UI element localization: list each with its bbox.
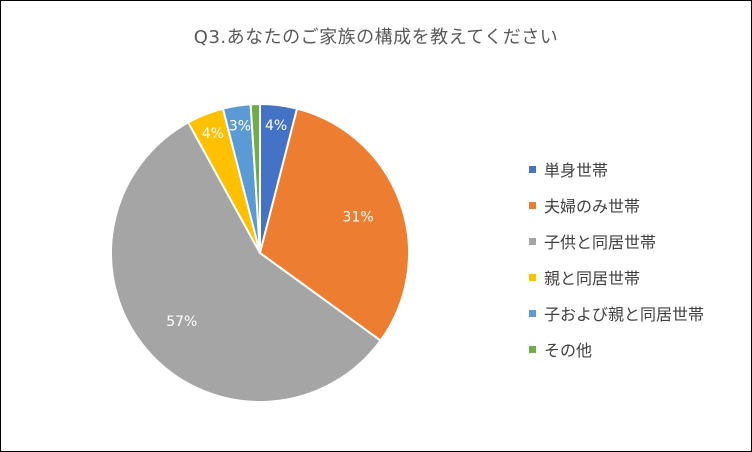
pie-slice-3	[110, 121, 382, 403]
chart-legend: 単身世帯夫婦のみ世帯 子供と同居世帯 親と同居世帯子および親と同居世帯 その他	[529, 151, 704, 367]
legend-swatch-6	[529, 345, 536, 353]
legend-label-2: 夫婦のみ世帯	[544, 197, 641, 216]
legend-label-6: その他	[544, 341, 593, 360]
legend-swatch-4	[529, 273, 536, 281]
legend-label-1: 単身世帯	[544, 161, 609, 180]
data-label-2: 31%	[343, 210, 374, 226]
legend-label-5: 子および親と同居世帯	[544, 305, 705, 324]
legend-label-4: 親と同居世帯	[544, 269, 641, 288]
data-label-4: 4%	[202, 126, 224, 142]
legend-item-1: 単身世帯	[529, 151, 704, 187]
data-label-5: 3%	[229, 118, 251, 134]
legend-item-4: 親と同居世帯	[529, 259, 704, 295]
legend-item-2: 夫婦のみ世帯	[529, 187, 704, 223]
legend-item-6: その他	[529, 331, 704, 367]
legend-swatch-5	[529, 309, 536, 317]
legend-label-3: 子供と同居世帯	[544, 233, 657, 252]
pie-slice-2	[258, 107, 410, 342]
data-label-1: 4%	[265, 118, 287, 134]
legend-swatch-2	[529, 201, 536, 209]
pie-slice-6	[249, 102, 261, 254]
legend-item-3: 子供と同居世帯	[529, 223, 704, 259]
data-label-3: 57%	[166, 314, 197, 330]
legend-item-5: 子および親と同居世帯	[529, 295, 704, 331]
legend-swatch-3	[529, 237, 536, 245]
legend-swatch-1	[529, 165, 536, 173]
chart-title: Q3.あなたのご家族の構成を教えてください	[193, 27, 559, 48]
